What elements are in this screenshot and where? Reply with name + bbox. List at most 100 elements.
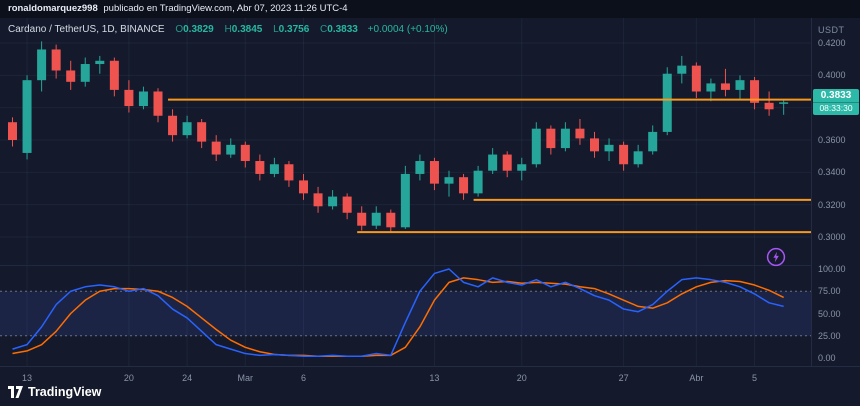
candle-body[interactable] (750, 80, 760, 103)
price-axis-label: 0.3600 (818, 135, 846, 145)
time-axis-label: 6 (300, 373, 307, 383)
candle-body[interactable] (197, 122, 207, 142)
indicator-axis-label: 75.00 (818, 286, 841, 297)
candle-body[interactable] (604, 144, 614, 152)
indicator-axis-label: 50.00 (818, 308, 841, 319)
candle-body[interactable] (109, 60, 119, 90)
indicator-axis-label: 100.00 (818, 264, 846, 274)
candle-body[interactable] (473, 170, 483, 194)
candle-body[interactable] (662, 73, 672, 132)
candle-body[interactable] (342, 196, 352, 213)
ohlc-open-label: O (175, 24, 184, 35)
tradingview-logo-icon (8, 386, 23, 398)
candle-body[interactable] (488, 154, 498, 171)
candle-body[interactable] (313, 193, 323, 207)
candle-body[interactable] (182, 122, 192, 136)
candle-body[interactable] (328, 196, 338, 207)
lightning-icon (766, 247, 786, 267)
candle-body[interactable] (226, 144, 236, 155)
candle-body[interactable] (80, 64, 90, 82)
candle-body[interactable] (400, 173, 410, 228)
time-axis-label: Abr (689, 373, 704, 383)
candle-body[interactable] (735, 80, 745, 90)
time-axis-label: 20 (516, 373, 527, 383)
indicator-axis-label: 0.00 (818, 353, 836, 363)
candle-body[interactable] (299, 180, 308, 194)
current-price-tag: 0.3833 08:33:30 (813, 89, 859, 115)
candle-body[interactable] (619, 144, 629, 165)
candle-body[interactable] (764, 102, 774, 110)
candle-body[interactable] (444, 177, 454, 184)
candlestick-chart[interactable] (0, 18, 811, 266)
candle-body[interactable] (633, 151, 643, 165)
candle-body[interactable] (66, 70, 76, 82)
time-axis-label: 5 (752, 373, 758, 383)
candle-body[interactable] (590, 138, 599, 152)
price-axis-label: 0.3000 (818, 232, 846, 242)
candle-body[interactable] (575, 128, 585, 139)
reaction-button[interactable] (766, 247, 786, 267)
indicator-band (0, 291, 811, 336)
time-axis-label: 13 (22, 373, 33, 383)
tradingview-logo-text: TradingView (28, 385, 102, 399)
candle-body[interactable] (502, 154, 512, 171)
chart-legend: Cardano / TetherUS, 1D, BINANCE O0.3829 … (8, 24, 448, 35)
price-change: +0.0004 (+0.10%) (367, 24, 448, 35)
price-axis-label: 0.3400 (818, 167, 846, 178)
candle-body[interactable] (357, 212, 367, 226)
candle-body[interactable] (720, 83, 730, 90)
candle-body[interactable] (37, 49, 47, 81)
quote-currency-label: USDT (818, 25, 845, 35)
ohlc-open-value: 0.3829 (183, 24, 214, 35)
candle-body[interactable] (677, 65, 687, 74)
candle-body[interactable] (517, 164, 527, 171)
current-price-value: 0.3833 (820, 90, 852, 101)
tradingview-logo[interactable]: TradingView (8, 385, 101, 399)
price-axis-label: 0.3200 (818, 199, 846, 210)
time-axis-label: 20 (123, 373, 134, 383)
candle-body[interactable] (429, 161, 439, 184)
candle-body[interactable] (371, 212, 381, 226)
stoch-k-line (12, 268, 784, 357)
time-axis-label: Mar (237, 373, 254, 383)
candle-body[interactable] (779, 102, 789, 104)
candle-body[interactable] (560, 128, 570, 149)
candle-body[interactable] (138, 91, 148, 107)
topbar-username: ronaldomarquez998 (8, 3, 98, 14)
price-axis-label: 0.4000 (818, 70, 846, 81)
candle-body[interactable] (124, 89, 134, 107)
candle-body[interactable] (386, 212, 396, 228)
candle-body[interactable] (284, 164, 294, 181)
candle-body[interactable] (22, 80, 32, 153)
price-axis[interactable]: USDT 0.3833 08:33:30 0.4200 0.4000 0.3600 0… (811, 18, 860, 366)
candle-body[interactable] (691, 65, 701, 92)
candle-body[interactable] (459, 177, 469, 194)
candle-body[interactable] (546, 128, 556, 149)
ohlc-low-value: 0.3756 (278, 24, 310, 35)
bar-countdown-timer: 08:33:30 (813, 102, 859, 114)
price-axis-label: 0.4200 (818, 38, 846, 48)
candle-body[interactable] (415, 161, 425, 174)
candle-body[interactable] (269, 164, 279, 174)
candle-body[interactable] (240, 144, 250, 162)
candle-body[interactable] (95, 60, 105, 65)
candle-body[interactable] (706, 83, 716, 92)
candle-body[interactable] (51, 49, 61, 71)
candle-body[interactable] (153, 91, 163, 116)
share-topbar: ronaldomarquez998 publicado en TradingVi… (0, 0, 860, 18)
symbol-title[interactable]: Cardano / TetherUS, 1D, BINANCE (8, 24, 165, 35)
candle-body[interactable] (211, 141, 221, 155)
candle-body[interactable] (168, 115, 178, 136)
pane-divider[interactable] (0, 265, 811, 266)
ohlc-high-label: H (224, 24, 232, 35)
candle-body[interactable] (8, 122, 17, 140)
time-axis[interactable]: 13 20 24 Mar 6 13 20 27 Abr 5 (0, 366, 860, 406)
candle-body[interactable] (531, 128, 541, 165)
stochastic-indicator-pane[interactable] (0, 266, 811, 366)
ohlc-close-label: C (320, 24, 328, 35)
candle-body[interactable] (255, 161, 265, 174)
candle-body[interactable] (648, 131, 658, 152)
ohlc-close-value: 0.3833 (327, 24, 358, 35)
time-axis-label: 27 (618, 373, 629, 383)
time-axis-label: 13 (429, 373, 440, 383)
